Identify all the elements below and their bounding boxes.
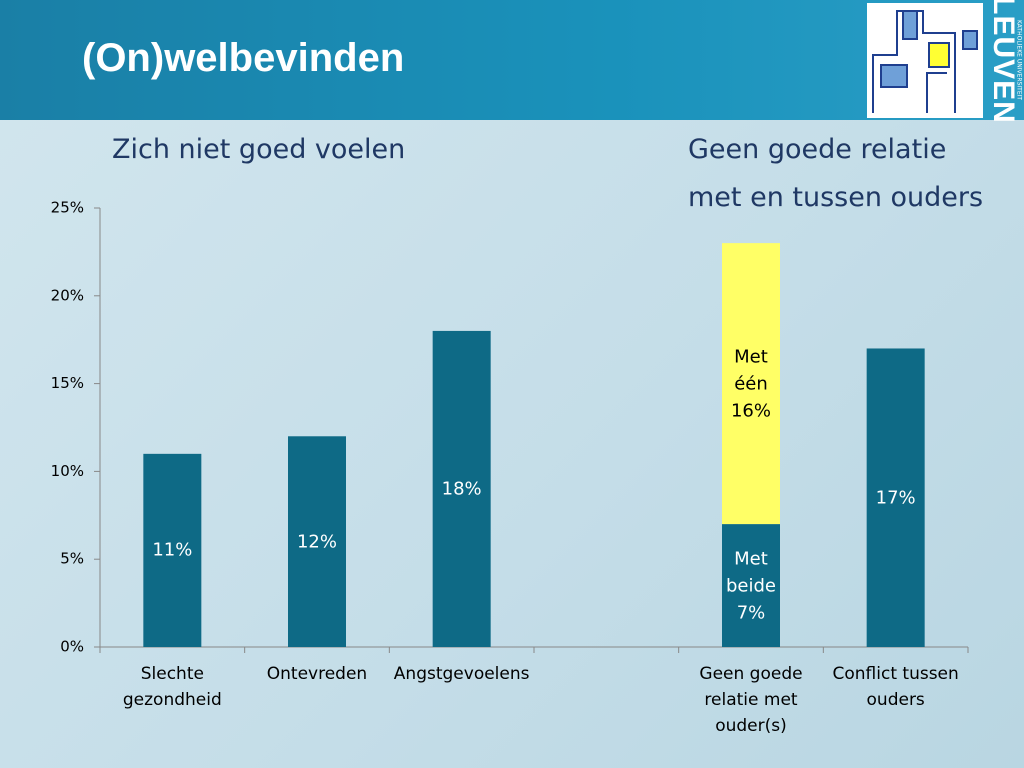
x-tick-label: Ontevreden [266,664,368,684]
x-tick-label: Angstgevoelens [393,664,530,684]
y-tick-label: 20% [51,286,84,304]
data-label: 12% [296,531,337,553]
bar [722,524,780,647]
annotation: Zich niet goed voelen [112,134,406,165]
y-tick-label: 15% [51,374,84,392]
x-tick-label: Conflict tussen ouders [832,664,959,710]
bar [143,453,202,647]
header-band [0,0,1024,120]
x-tick-label: Geen goede relatie met ouder(s) [699,664,803,736]
y-tick-label: 0% [60,638,84,656]
data-label: 17% [875,487,916,509]
y-tick-label: 10% [51,462,84,480]
logo [867,3,983,118]
bar [722,243,780,525]
data-label: Met één 16% [730,346,771,422]
logo-graphic [872,10,978,113]
y-tick-label: 25% [51,199,84,217]
data-label: Met beide 7% [725,548,776,624]
annotation: Geen goede relatie met en tussen ouders [688,134,984,213]
y-tick-label: 5% [60,550,84,568]
bar [866,348,925,647]
x-tick-label: Slechte gezondheid [122,664,222,710]
bar [432,330,491,647]
data-label: 11% [152,539,193,561]
bar [288,436,346,647]
slide-title: (On)welbevinden [82,36,405,80]
data-label: 18% [441,478,482,500]
